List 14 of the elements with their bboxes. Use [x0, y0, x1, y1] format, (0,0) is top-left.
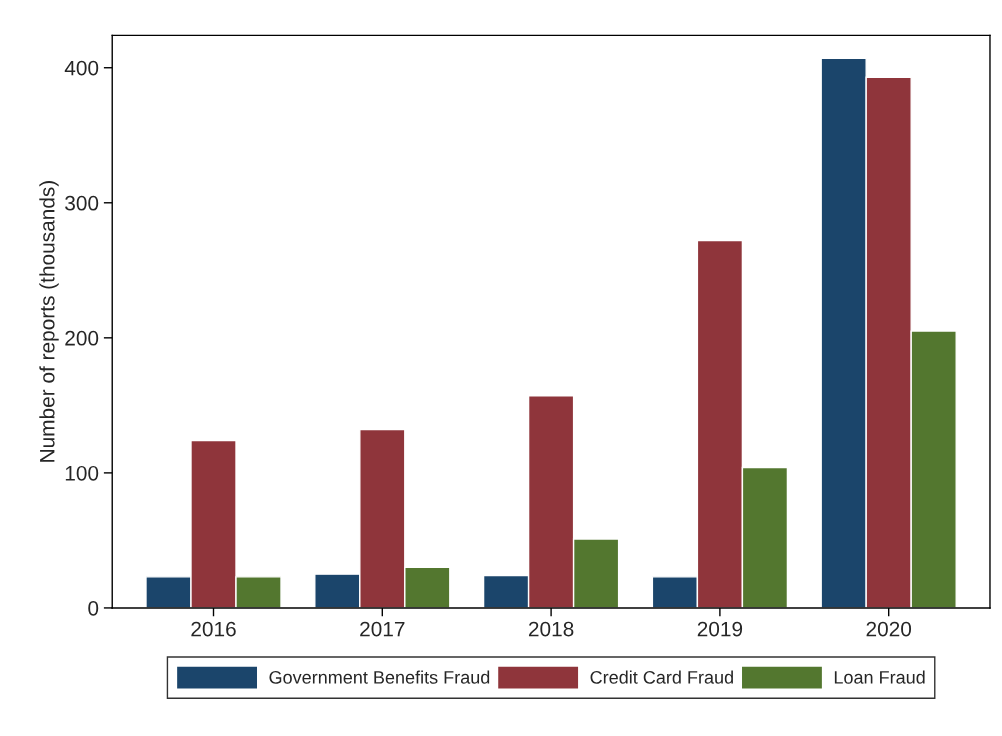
y-tick-label: 100 — [65, 465, 99, 481]
y-tick-label: 200 — [65, 330, 99, 346]
x-tick-label: 2020 — [866, 621, 912, 637]
legend-label: Government Benefits Fraud — [269, 670, 490, 684]
x-tick-label: 2018 — [528, 621, 574, 637]
x-tick-label: 2017 — [360, 621, 405, 637]
y-tick-label: 400 — [64, 60, 99, 76]
y-axis-title: Number of reports (thousands) — [39, 181, 59, 462]
legend-label: Loan Fraud — [834, 670, 925, 684]
x-tick-label: 2019 — [697, 621, 743, 637]
y-tick-label: 300 — [65, 195, 99, 211]
y-tick-label: 0 — [88, 600, 99, 616]
x-tick-label: 2016 — [191, 621, 236, 637]
legend-label: Credit Card Fraud — [590, 670, 733, 684]
